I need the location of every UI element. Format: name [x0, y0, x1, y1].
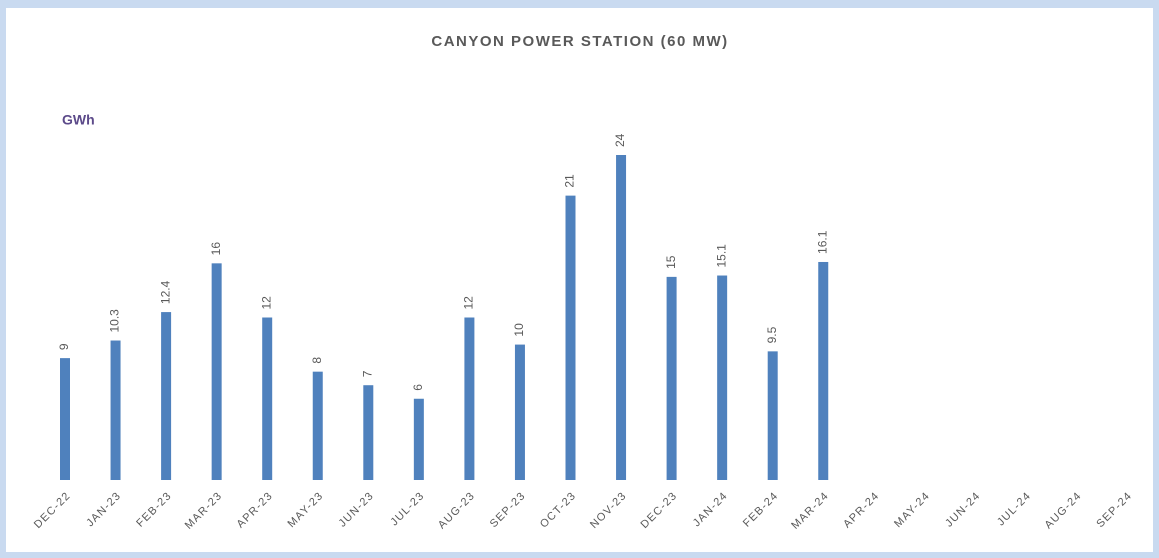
data-label: 15 [664, 255, 678, 269]
data-label: 7 [360, 370, 374, 377]
data-label: 21 [563, 174, 577, 188]
data-label: 12 [259, 296, 273, 310]
bar [262, 317, 273, 480]
bar [363, 385, 374, 480]
bar [565, 195, 576, 480]
data-label: 16.1 [815, 230, 829, 254]
data-label: 9 [57, 343, 71, 350]
bar [312, 371, 323, 480]
data-label: 10.3 [108, 309, 122, 333]
bar [464, 317, 475, 480]
bar [110, 340, 121, 480]
data-label: 24 [613, 133, 627, 147]
bar [767, 351, 778, 480]
data-label: 9.5 [765, 326, 779, 343]
bar [666, 276, 677, 480]
data-label: 6 [411, 384, 425, 391]
bar [60, 358, 70, 480]
plot-background [6, 8, 1153, 552]
bar [413, 398, 424, 480]
y-axis-label: GWh [62, 112, 95, 128]
bar [818, 261, 829, 480]
data-label: 10 [512, 323, 526, 337]
bar [717, 275, 728, 480]
bar [211, 263, 222, 480]
bar [514, 344, 525, 480]
data-label: 12.4 [158, 280, 172, 304]
chart-title: CANYON POWER STATION (60 MW) [431, 33, 728, 50]
data-label: 16 [209, 242, 223, 256]
data-label: 8 [310, 357, 324, 364]
data-label: 15.1 [714, 244, 728, 268]
data-label: 12 [462, 296, 476, 310]
bar [161, 312, 172, 480]
bar [616, 155, 627, 480]
